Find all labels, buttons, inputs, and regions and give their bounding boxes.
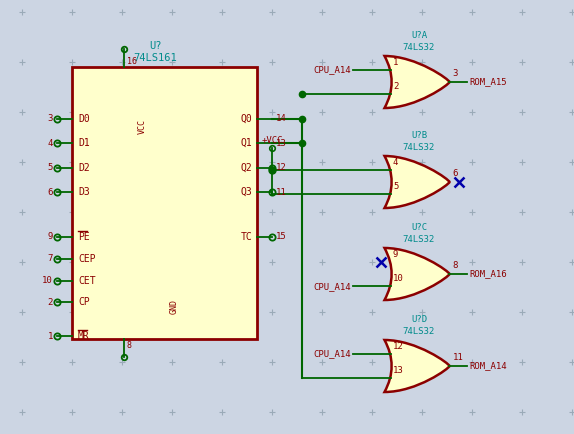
Text: CEP: CEP — [78, 254, 96, 264]
Text: 5: 5 — [393, 182, 398, 191]
Text: PE: PE — [78, 232, 90, 242]
Text: MR: MR — [78, 331, 90, 341]
Text: 4: 4 — [48, 138, 53, 148]
PathPatch shape — [385, 248, 449, 300]
Text: 3: 3 — [452, 69, 458, 78]
Text: 9: 9 — [393, 250, 398, 259]
Text: 11: 11 — [452, 353, 463, 362]
Text: CPU_A14: CPU_A14 — [313, 282, 351, 291]
Text: 74LS161: 74LS161 — [133, 53, 177, 63]
Text: 1: 1 — [48, 332, 53, 341]
Text: 6: 6 — [452, 169, 458, 178]
Text: ROM_A15: ROM_A15 — [470, 78, 507, 86]
Text: 14: 14 — [276, 114, 287, 123]
Text: D1: D1 — [78, 138, 90, 148]
Text: TC: TC — [241, 232, 252, 242]
Text: ROM_A14: ROM_A14 — [470, 362, 507, 371]
Text: 13: 13 — [276, 138, 287, 148]
Text: ROM_A16: ROM_A16 — [470, 270, 507, 279]
Text: U?: U? — [149, 41, 161, 51]
Bar — [72, 67, 257, 339]
Text: CP: CP — [78, 297, 90, 307]
Text: 10: 10 — [42, 276, 53, 285]
Text: U?A: U?A — [411, 31, 427, 40]
Text: 13: 13 — [393, 366, 404, 375]
Text: U?D: U?D — [411, 315, 427, 324]
Text: CET: CET — [78, 276, 96, 286]
Text: CPU_A14: CPU_A14 — [313, 349, 351, 358]
PathPatch shape — [385, 340, 449, 392]
Text: 12: 12 — [393, 342, 404, 351]
Text: 7: 7 — [48, 254, 53, 263]
Text: 16: 16 — [127, 57, 137, 66]
Text: 12: 12 — [276, 163, 287, 172]
Text: 1: 1 — [393, 58, 398, 66]
PathPatch shape — [385, 156, 449, 208]
Text: 5: 5 — [48, 163, 53, 172]
Text: Q1: Q1 — [241, 138, 252, 148]
Text: 74LS32: 74LS32 — [403, 327, 435, 336]
Text: U?C: U?C — [411, 223, 427, 232]
Text: GND: GND — [169, 299, 179, 314]
Text: 3: 3 — [48, 114, 53, 123]
Text: Q3: Q3 — [241, 187, 252, 197]
Text: +VCC: +VCC — [261, 135, 283, 145]
Text: 8: 8 — [127, 341, 132, 350]
Text: 6: 6 — [48, 187, 53, 197]
Text: VCC: VCC — [138, 119, 147, 135]
Text: Q2: Q2 — [241, 163, 252, 173]
Text: 74LS32: 74LS32 — [403, 43, 435, 52]
Text: 2: 2 — [48, 298, 53, 307]
Text: 11: 11 — [276, 187, 287, 197]
Text: 2: 2 — [393, 82, 398, 92]
Text: D3: D3 — [78, 187, 90, 197]
Text: 4: 4 — [393, 158, 398, 167]
Text: 74LS32: 74LS32 — [403, 235, 435, 244]
Text: 15: 15 — [276, 233, 287, 241]
Text: D2: D2 — [78, 163, 90, 173]
PathPatch shape — [385, 56, 449, 108]
Text: CPU_A14: CPU_A14 — [313, 65, 351, 74]
Text: 74LS32: 74LS32 — [403, 143, 435, 152]
Text: U?B: U?B — [411, 131, 427, 140]
Text: D0: D0 — [78, 114, 90, 124]
Text: Q0: Q0 — [241, 114, 252, 124]
Text: 9: 9 — [48, 233, 53, 241]
Text: 10: 10 — [393, 274, 404, 283]
Text: 8: 8 — [452, 261, 458, 270]
